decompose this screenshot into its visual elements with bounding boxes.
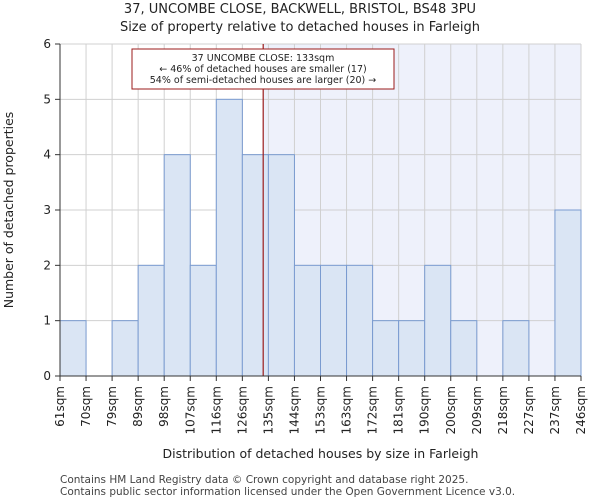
x-tick-label: 163sqm xyxy=(340,386,354,434)
y-tick-label: 3 xyxy=(43,203,51,217)
x-tick-label: 209sqm xyxy=(470,386,484,434)
x-tick-label: 79sqm xyxy=(105,386,119,427)
x-tick-label: 218sqm xyxy=(496,386,510,434)
bar xyxy=(424,264,452,377)
x-tick-label: 172sqm xyxy=(366,386,380,434)
bar xyxy=(241,154,269,377)
bar xyxy=(502,320,530,377)
y-tick-label: 2 xyxy=(43,258,51,272)
bar xyxy=(111,320,139,377)
bar xyxy=(554,209,582,377)
x-tick-label: 70sqm xyxy=(79,386,93,427)
bar xyxy=(137,264,165,377)
chart-title: 37, UNCOMBE CLOSE, BACKWELL, BRISTOL, BS… xyxy=(123,2,477,17)
footer-licence: Contains public sector information licen… xyxy=(60,486,516,498)
x-axis-label: Distribution of detached houses by size … xyxy=(163,446,479,461)
bar xyxy=(320,264,348,377)
y-tick-label: 0 xyxy=(43,369,51,383)
y-tick-label: 4 xyxy=(43,148,51,162)
bar xyxy=(450,320,478,377)
y-tick-label: 5 xyxy=(43,92,51,106)
bar xyxy=(163,154,191,377)
x-tick-label: 237sqm xyxy=(548,386,562,434)
y-axis-label: Number of detached properties xyxy=(1,112,16,309)
x-tick-label: 246sqm xyxy=(574,386,588,434)
bar xyxy=(398,320,426,377)
x-tick-label: 227sqm xyxy=(522,386,536,434)
annotation: 37 UNCOMBE CLOSE: 133sqm← 46% of detache… xyxy=(131,48,395,90)
y-tick-label: 1 xyxy=(43,314,51,328)
bar xyxy=(346,264,374,377)
x-tick-label: 153sqm xyxy=(314,386,328,434)
y-tick-label: 6 xyxy=(43,37,51,51)
x-tick-label: 181sqm xyxy=(392,386,406,434)
x-tick-label: 116sqm xyxy=(209,386,223,434)
annotation-box xyxy=(131,48,395,90)
x-tick-label: 98sqm xyxy=(157,386,171,427)
x-tick-label: 144sqm xyxy=(287,386,301,434)
annotation-line: ← 46% of detached houses are smaller (17… xyxy=(159,64,366,75)
annotation-line: 37 UNCOMBE CLOSE: 133sqm xyxy=(192,53,335,64)
footer-copyright: Contains HM Land Registry data © Crown c… xyxy=(60,474,469,486)
x-tick-label: 89sqm xyxy=(131,386,145,427)
bar xyxy=(372,320,400,377)
bar xyxy=(59,320,87,377)
x-tick-label: 126sqm xyxy=(235,386,249,434)
x-tick-label: 200sqm xyxy=(444,386,458,434)
bar xyxy=(215,98,243,377)
x-tick-label: 61sqm xyxy=(53,386,67,427)
bar xyxy=(293,264,322,377)
x-tick-label: 107sqm xyxy=(183,386,197,434)
annotation-line: 54% of semi-detached houses are larger (… xyxy=(150,75,377,86)
x-tick-label: 190sqm xyxy=(418,386,432,434)
bar xyxy=(267,154,295,377)
bar xyxy=(189,264,217,377)
x-tick-label: 135sqm xyxy=(261,386,275,434)
chart-subtitle: Size of property relative to detached ho… xyxy=(119,20,481,35)
